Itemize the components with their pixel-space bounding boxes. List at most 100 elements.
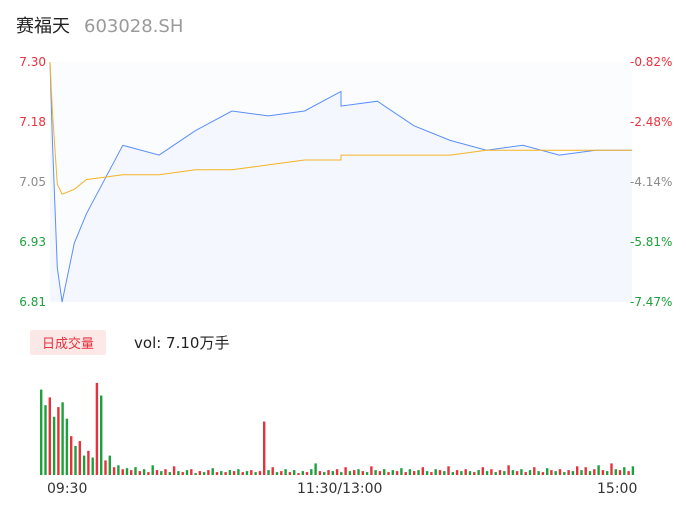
volume-bar xyxy=(610,463,613,475)
volume-bar xyxy=(623,467,626,475)
volume-bar xyxy=(78,441,81,475)
volume-bar xyxy=(172,466,176,475)
volume-bar xyxy=(558,469,562,475)
volume-bar xyxy=(451,472,454,475)
volume-bar xyxy=(438,470,442,475)
volume-bar xyxy=(82,455,86,475)
volume-bar xyxy=(507,465,510,475)
volume-bar xyxy=(177,471,180,475)
pct-tick-2: -4.14% xyxy=(630,175,673,189)
volume-bar xyxy=(280,471,283,475)
volume-bar xyxy=(434,469,437,475)
volume-bar xyxy=(576,466,579,475)
volume-bar xyxy=(301,471,304,475)
volume-bar xyxy=(130,470,133,475)
volume-bar xyxy=(185,470,189,475)
volume-header: 日成交量 vol: 7.10万手 xyxy=(30,329,229,355)
volume-bar xyxy=(48,397,51,475)
volume-bar xyxy=(220,471,223,475)
volume-bar xyxy=(87,450,90,476)
volume-bar xyxy=(215,472,219,475)
volume-bar xyxy=(447,466,450,475)
volume-bar xyxy=(404,472,407,475)
volume-bar xyxy=(413,471,416,475)
volume-bar xyxy=(340,472,343,475)
volume-bar xyxy=(305,472,309,475)
volume-bar xyxy=(468,471,472,475)
volume-bar xyxy=(65,418,69,475)
volume-bar xyxy=(571,471,575,475)
volume-bar xyxy=(121,469,124,475)
volume-bar xyxy=(168,472,171,475)
volume-bar xyxy=(134,467,137,475)
volume-bar xyxy=(250,470,253,475)
volume-bar xyxy=(318,471,322,475)
volume-bar xyxy=(485,471,489,475)
volume-bar xyxy=(314,463,317,475)
volume-bar xyxy=(455,470,459,475)
volume-bar xyxy=(473,472,476,475)
volume-bar xyxy=(477,470,480,475)
volume-bar xyxy=(147,472,150,475)
time-label-noon: 11:30/13:00 xyxy=(297,481,383,497)
volume-bar xyxy=(57,407,60,475)
volume-bar xyxy=(327,470,330,475)
volume-bar xyxy=(211,468,214,475)
volume-bar xyxy=(425,471,429,475)
volume-bar xyxy=(202,472,206,475)
volume-bar xyxy=(74,445,77,475)
volume-bar xyxy=(554,471,557,475)
volume-bar xyxy=(541,472,545,475)
volume-bar xyxy=(288,472,292,475)
volume-bar xyxy=(138,471,141,475)
volume-bar xyxy=(400,468,403,475)
volume-bar xyxy=(524,472,527,475)
volume-bar xyxy=(614,469,617,475)
volume-bar xyxy=(588,471,592,475)
volume-bar xyxy=(627,471,630,475)
pct-tick-0: -0.82% xyxy=(630,55,673,69)
volume-bar xyxy=(224,472,227,475)
volume-bar xyxy=(546,468,549,475)
volume-bar xyxy=(460,471,463,475)
volume-bar xyxy=(142,469,146,475)
volume-bar xyxy=(417,470,420,475)
volume-bar xyxy=(511,470,515,475)
volume-bar xyxy=(310,469,313,475)
volume-bar xyxy=(580,470,583,475)
price-area xyxy=(50,62,632,302)
volume-bar xyxy=(241,472,244,475)
volume-bar xyxy=(91,457,94,475)
volume-bar xyxy=(190,469,193,475)
price-tick-3: 6.93 xyxy=(19,235,46,249)
price-tick-2: 7.05 xyxy=(19,175,46,189)
volume-bar xyxy=(597,465,600,475)
stock-header: 赛福天 603028.SH xyxy=(16,12,183,40)
volume-bar xyxy=(520,469,523,475)
volume-bar xyxy=(44,405,47,475)
stock-name: 赛福天 xyxy=(16,16,70,37)
volume-bar xyxy=(631,466,635,475)
volume-bar xyxy=(237,469,240,475)
volume-bar xyxy=(391,470,394,475)
volume-bar xyxy=(515,471,519,475)
volume-bar xyxy=(52,416,56,475)
volume-bar xyxy=(70,436,73,475)
pct-tick-3: -5.81% xyxy=(630,235,673,249)
volume-bar xyxy=(267,470,270,475)
volume-bar xyxy=(297,473,300,475)
volume-bar xyxy=(232,471,236,475)
volume-tab[interactable]: 日成交量 xyxy=(30,329,107,355)
volume-bar xyxy=(357,469,360,475)
volume-bar xyxy=(245,471,249,475)
volume-bar xyxy=(550,470,553,475)
volume-bar xyxy=(498,470,502,475)
volume-bar xyxy=(117,465,120,475)
volume-bar xyxy=(601,470,605,475)
volume-bar xyxy=(263,421,266,475)
volume-bar xyxy=(374,470,377,475)
volume-bar xyxy=(430,472,433,475)
volume-bar xyxy=(537,471,540,475)
volume-bar xyxy=(344,467,347,475)
volume-bar xyxy=(348,471,352,475)
